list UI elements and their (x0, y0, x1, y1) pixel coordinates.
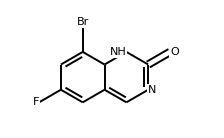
Text: NH: NH (110, 47, 126, 57)
Text: O: O (170, 47, 179, 57)
Text: N: N (148, 85, 157, 95)
Text: F: F (33, 97, 39, 107)
Text: Br: Br (77, 17, 89, 27)
